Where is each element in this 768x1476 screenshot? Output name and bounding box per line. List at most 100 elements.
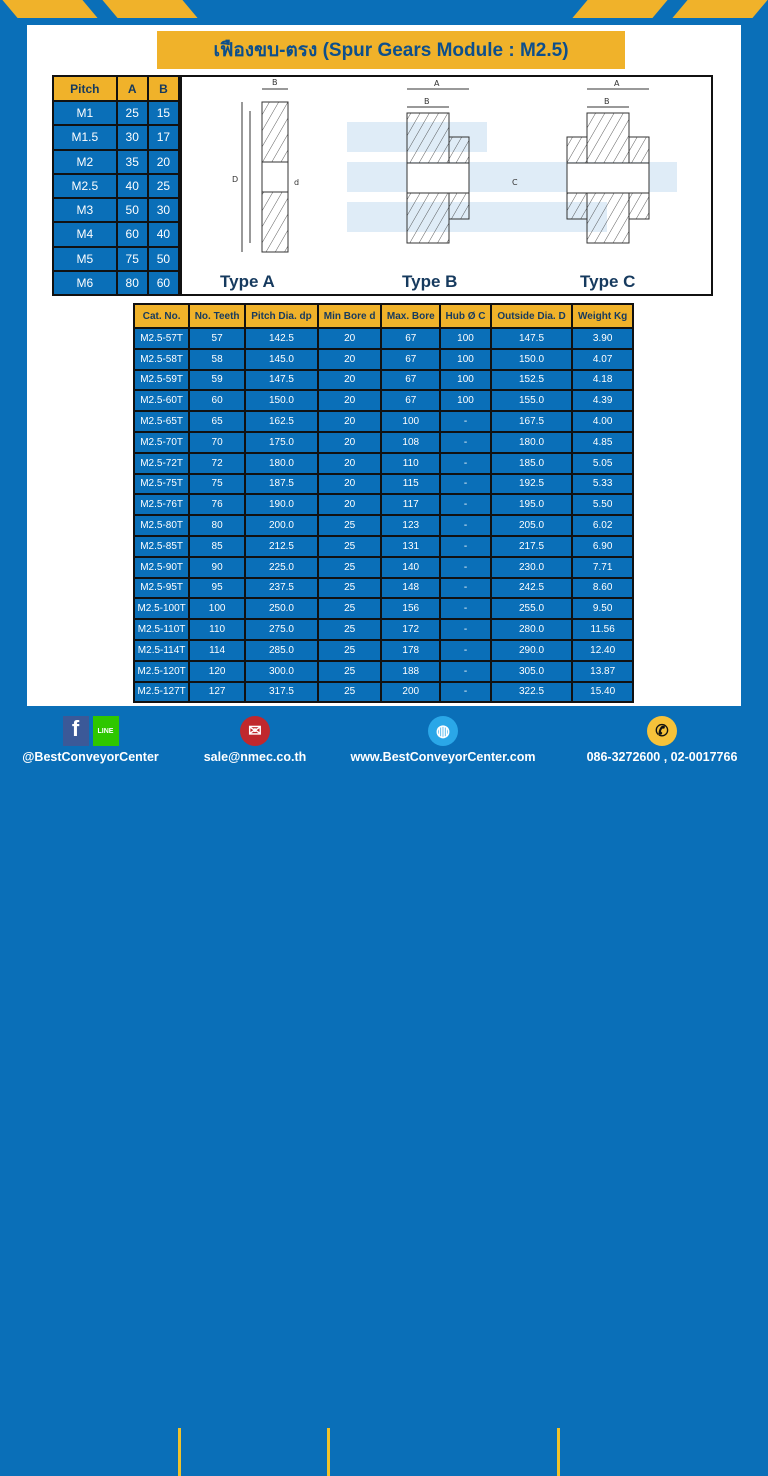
phone-numbers[interactable]: 086-3272600 , 02-0017766	[586, 750, 738, 764]
table-cell: -	[439, 451, 492, 475]
table-cell: 4.00	[571, 410, 634, 433]
table-cell: 4.39	[571, 389, 634, 413]
type-b-label: Type B	[402, 272, 458, 291]
table-cell: 25	[316, 597, 383, 621]
table-cell: 40	[146, 221, 181, 248]
table-cell: M2.5-57T	[132, 327, 191, 350]
table-cell: M2.5-75T	[132, 472, 191, 496]
table-cell: 7.71	[571, 555, 634, 579]
table-cell: 30	[146, 196, 181, 224]
table-cell: M2.5-65T	[132, 410, 191, 433]
table-cell: M2.5-120T	[132, 659, 191, 683]
pitch-row: M4 60 40	[52, 221, 181, 248]
table-cell: 100	[380, 410, 442, 433]
table-cell: 195.0	[489, 493, 574, 517]
table-cell: -	[439, 555, 492, 579]
table-cell: 6.90	[571, 534, 634, 558]
table-cell: 167.5	[489, 410, 574, 433]
website-link[interactable]: www.BestConveyorCenter.com	[350, 750, 536, 764]
table-cell: 172	[380, 618, 442, 641]
table-cell: 225.0	[243, 555, 320, 579]
column-header: Pitch Dia. dp	[243, 303, 320, 329]
footer-phone[interactable]: ✆ 086-3272600 , 02-0017766	[562, 712, 762, 768]
table-cell: 305.0	[489, 659, 574, 683]
gear-drawings: B D d A B C A B	[232, 78, 677, 253]
table-row: M2.5-90T 90 225.0 25 140-230.0 7.71	[132, 555, 634, 579]
column-header: B	[146, 75, 181, 102]
dim-b-label: B	[424, 97, 430, 106]
facebook-icon[interactable]: f	[62, 716, 89, 746]
table-cell: 50	[146, 245, 181, 272]
table-cell: 145.0	[243, 347, 320, 371]
social-handle[interactable]: @BestConveyorCenter	[22, 750, 159, 764]
table-row: M2.5-75T 75 187.5 20 115-192.5 5.33	[132, 472, 634, 496]
table-cell: 322.5	[489, 680, 574, 704]
table-cell: 50	[115, 196, 149, 224]
table-row: M2.5-85T 85 212.5 25 131-217.5 6.90	[132, 534, 634, 558]
table-row: M2.5-59T 59 147.5 20 67 100 152.5 4.18	[132, 368, 634, 392]
table-cell: 67	[380, 327, 442, 350]
footer-social[interactable]: f LINE @BestConveyorCenter	[8, 712, 173, 768]
table-cell: 72	[188, 451, 246, 475]
table-cell: 187.5	[243, 472, 320, 496]
table-cell: M2.5-114T	[132, 638, 191, 662]
table-cell: 148	[380, 576, 442, 600]
type-c-label: Type C	[580, 272, 636, 291]
table-row: M2.5-114T 114 285.0 25 178-290.0 12.40	[132, 638, 634, 662]
table-cell: 175.0	[243, 430, 320, 454]
pitch-row: M5 75 50	[52, 245, 181, 272]
table-cell: 100	[439, 389, 492, 413]
table-cell: 131	[380, 534, 442, 558]
table-cell: 75	[115, 245, 149, 272]
table-cell: 5.05	[571, 451, 634, 475]
column-header: Outside Dia. D	[489, 303, 574, 329]
table-cell: 4.85	[571, 430, 634, 454]
table-cell: 35	[115, 148, 149, 175]
table-cell: 67	[380, 389, 442, 413]
table-cell: 80	[188, 514, 246, 537]
table-cell: 20	[316, 472, 383, 496]
table-cell: 76	[188, 493, 246, 517]
table-cell: 11.56	[571, 618, 634, 641]
table-cell: M2	[52, 148, 118, 175]
line-icon[interactable]: LINE	[92, 716, 119, 746]
column-header: No. Teeth	[188, 303, 246, 329]
footer-email[interactable]: ✉ sale@nmec.co.th	[185, 712, 325, 768]
email-link[interactable]: sale@nmec.co.th	[203, 750, 307, 764]
table-cell: M2.5-60T	[132, 389, 191, 413]
table-cell: 15.40	[571, 680, 634, 704]
table-cell: M2.5-59T	[132, 368, 191, 392]
table-cell: -	[439, 514, 492, 537]
type-c-drawing: A B	[566, 79, 650, 244]
table-cell: 60	[115, 221, 149, 248]
table-row: M2.5-76T 76 190.0 20 117-195.0 5.50	[132, 493, 634, 517]
table-cell: 147.5	[489, 327, 574, 350]
table-row: M2.5-58T 58 145.0 20 67 100 150.0 4.07	[132, 347, 634, 371]
table-cell: 188	[380, 659, 442, 683]
table-cell: 242.5	[489, 576, 574, 600]
table-cell: M2.5-76T	[132, 493, 191, 517]
table-cell: 12.40	[571, 638, 634, 662]
table-cell: 25	[316, 534, 383, 558]
table-cell: 25	[146, 172, 181, 200]
table-cell: 100	[439, 327, 492, 350]
dim-a-label: A	[434, 79, 440, 88]
table-cell: M1.5	[52, 124, 118, 151]
column-header: Pitch	[52, 75, 118, 102]
footer-website[interactable]: ◍ www.BestConveyorCenter.com	[332, 712, 554, 768]
table-cell: 20	[316, 451, 383, 475]
table-cell: 110	[380, 451, 442, 475]
table-cell: 25	[115, 99, 149, 127]
table-row: M2.5-100T 100 250.0 25 156-255.0 9.50	[132, 597, 634, 621]
table-cell: -	[439, 534, 492, 558]
page-title: เฟืองขบ-ตรง (Spur Gears Module : M2.5)	[157, 31, 625, 69]
table-cell: 59	[188, 368, 246, 392]
table-row: M2.5-80T 80 200.0 25 123-205.0 6.02	[132, 514, 634, 537]
table-cell: M2.5-58T	[132, 347, 191, 371]
table-cell: 15	[146, 99, 181, 127]
table-cell: 95	[188, 576, 246, 600]
table-row: M2.5-72T 72 180.0 20 110-185.0 5.05	[132, 451, 634, 475]
table-cell: 190.0	[243, 493, 320, 517]
table-cell: 5.33	[571, 472, 634, 496]
table-cell: M4	[52, 221, 118, 248]
